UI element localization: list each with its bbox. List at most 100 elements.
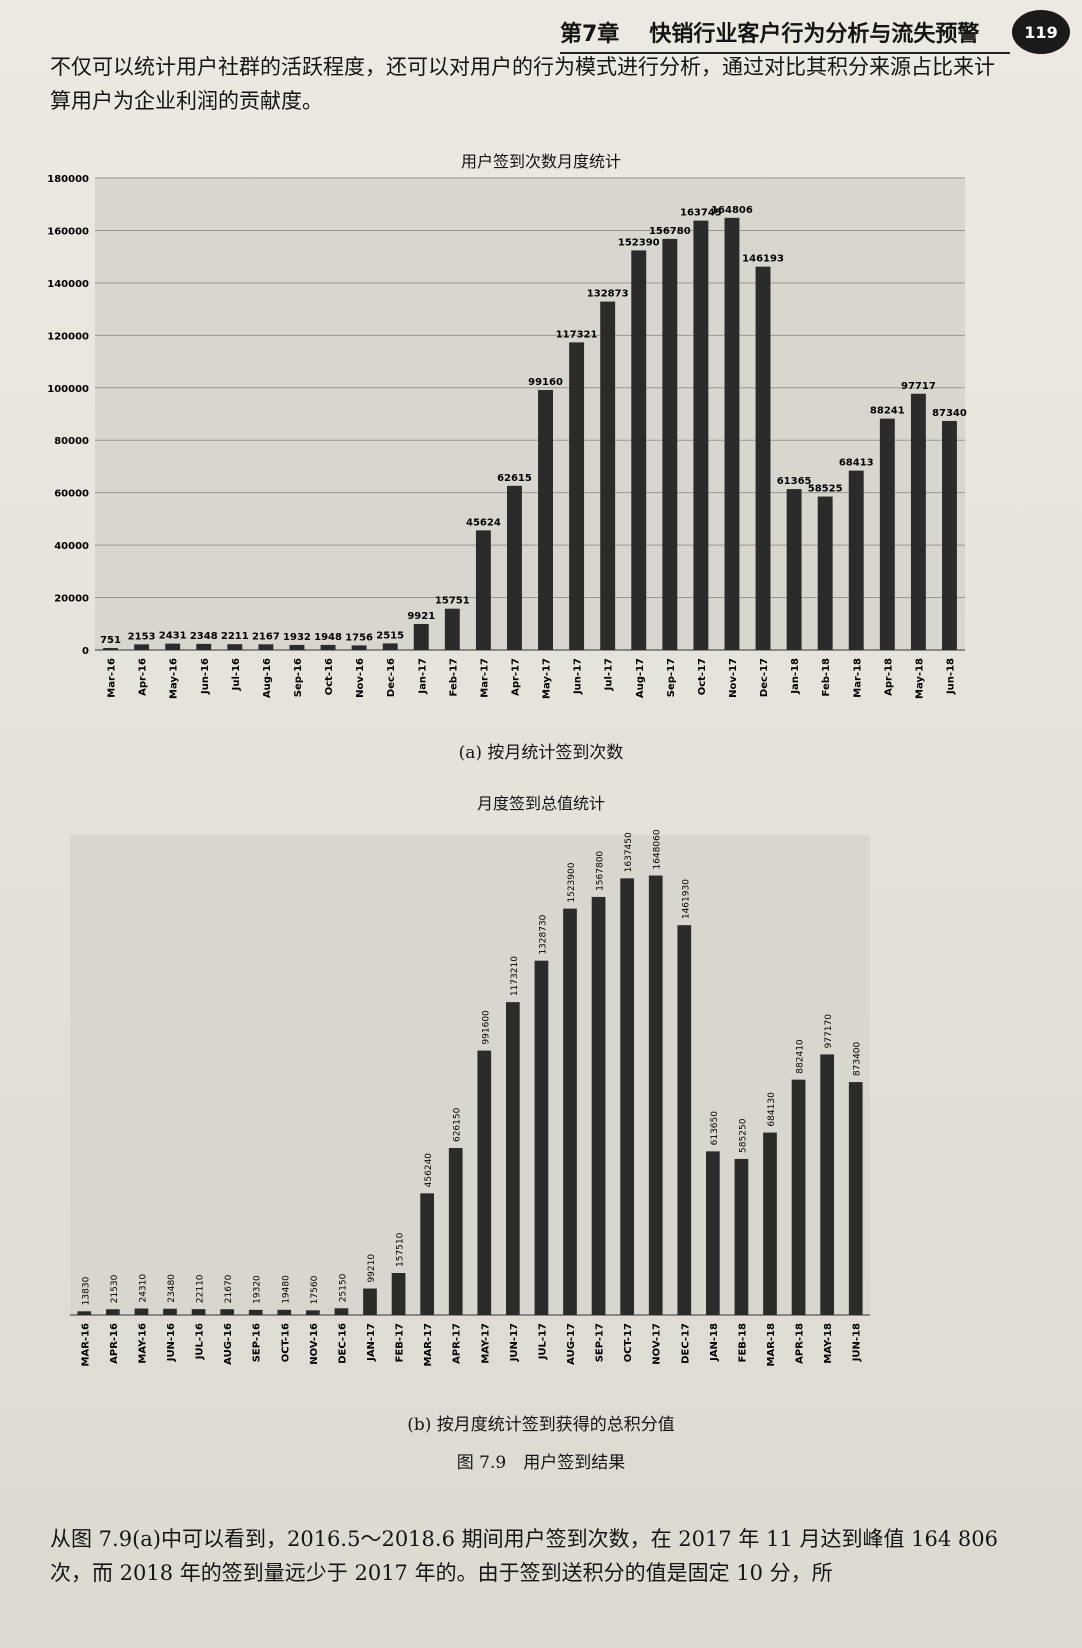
x-tick-label: Oct-16 [324, 658, 335, 695]
x-tick-label: JAN-17 [366, 1323, 377, 1362]
paragraph-top: 不仅可以统计用户社群的活跃程度，还可以对用户的行为模式进行分析，通过对比其积分来… [50, 55, 995, 113]
y-tick-label: 0 [82, 646, 89, 657]
data-label: 2153 [128, 631, 156, 642]
data-label: 23480 [167, 1274, 177, 1303]
data-label: 873400 [853, 1041, 863, 1076]
x-tick-label: Jun-18 [945, 658, 956, 695]
y-tick-label: 40000 [54, 541, 89, 552]
bar [420, 1193, 434, 1315]
bar [563, 908, 577, 1315]
x-tick-label: DEC-17 [680, 1323, 691, 1364]
data-label: 21670 [224, 1274, 234, 1303]
x-tick-label: OCT-17 [623, 1323, 634, 1362]
x-tick-label: Sep-17 [666, 658, 677, 697]
data-label: 152390 [618, 237, 660, 248]
bar [534, 960, 549, 1315]
chart-b: 13830 MAR-16 21530 APR-16 24310 MAY-16 23480 JU… [70, 829, 870, 1366]
data-label: 751 [100, 635, 121, 646]
bar [334, 1308, 349, 1315]
data-label: 2431 [159, 631, 187, 642]
x-tick-label: Nov-17 [728, 658, 739, 698]
x-tick-label: May-17 [542, 658, 553, 699]
bar [391, 1272, 406, 1315]
x-tick-label: JUN-17 [509, 1323, 520, 1362]
chart-b-title: 月度签到总值统计 [476, 794, 605, 813]
x-tick-label: Apr-16 [138, 658, 149, 696]
x-tick-label: APR-16 [109, 1323, 120, 1364]
x-tick-label: Jul-17 [604, 658, 615, 691]
data-label: 2515 [376, 630, 404, 641]
data-label: 22110 [196, 1274, 206, 1303]
y-tick-label: 60000 [54, 489, 89, 500]
x-tick-label: AUG-16 [223, 1323, 234, 1365]
x-tick-label: NOV-16 [309, 1323, 320, 1365]
x-tick-label: JAN-18 [709, 1323, 720, 1362]
data-label: 58525 [808, 484, 843, 495]
data-label: 24310 [138, 1274, 148, 1303]
bar [631, 250, 647, 650]
data-label: 1932 [283, 632, 311, 643]
data-label: 1567800 [596, 851, 606, 891]
x-tick-label: MAR-18 [766, 1323, 777, 1366]
bar [506, 1002, 520, 1315]
data-label: 21530 [110, 1274, 120, 1303]
bar [817, 496, 833, 650]
x-tick-label: FEB-18 [737, 1323, 748, 1362]
bar [163, 1308, 177, 1315]
x-tick-label: FEB-17 [395, 1323, 406, 1362]
bar [620, 878, 634, 1315]
data-label: 2211 [221, 631, 249, 642]
x-tick-label: APR-17 [452, 1323, 463, 1364]
bar [134, 1308, 149, 1315]
bar [942, 420, 957, 650]
data-label: 977170 [824, 1014, 834, 1049]
x-tick-label: Mar-17 [479, 658, 490, 698]
bar [475, 530, 491, 650]
data-label: 1523900 [567, 862, 577, 902]
bar [448, 1148, 463, 1315]
x-tick-label: MAR-17 [423, 1323, 434, 1366]
x-tick-label: JUL-16 [195, 1323, 206, 1360]
data-label: 45624 [466, 517, 501, 528]
x-tick-label: Dec-17 [759, 658, 770, 697]
bar [165, 643, 181, 650]
bar [77, 1311, 92, 1315]
data-label: 19480 [281, 1275, 291, 1304]
data-label: 991600 [481, 1010, 491, 1045]
bar [763, 1132, 777, 1315]
x-tick-label: APR-18 [795, 1323, 806, 1364]
bar [662, 238, 678, 650]
data-label: 88241 [870, 406, 905, 417]
data-label: 882410 [796, 1039, 806, 1074]
bar [848, 1082, 863, 1315]
chart-b-caption: (b) 按月度统计签到获得的总积分值 [407, 1415, 675, 1435]
x-tick-label: May-18 [914, 658, 925, 699]
bar [734, 1158, 749, 1315]
data-label: 1648060 [653, 829, 663, 869]
y-tick-label: 120000 [47, 331, 89, 342]
x-tick-label: SEP-16 [252, 1323, 263, 1362]
y-tick-label: 80000 [54, 436, 89, 447]
x-tick-label: MAY-18 [823, 1323, 834, 1364]
chapter-title: 快销行业客户行为分析与流失预警 [649, 22, 980, 47]
figure-caption: 图 7.9 用户签到结果 [456, 1453, 626, 1473]
x-tick-label: Jun-17 [573, 658, 584, 695]
data-label: 61365 [777, 476, 812, 487]
bar [724, 217, 740, 650]
bar [413, 623, 429, 650]
bar [600, 301, 616, 650]
data-label: 99160 [528, 377, 563, 388]
data-label: 19320 [253, 1275, 263, 1304]
data-label: 626150 [453, 1107, 463, 1142]
data-label: 2167 [252, 631, 280, 642]
bar [538, 389, 553, 650]
y-tick-label: 160000 [47, 226, 89, 237]
bar [591, 896, 606, 1315]
chart-a-title: 用户签到次数月度统计 [460, 152, 621, 171]
x-tick-label: AUG-17 [566, 1323, 577, 1365]
data-label: 613650 [710, 1111, 720, 1146]
paragraph-bottom: 从图 7.9(a)中可以看到，2016.5～2018.6 期间用户签到次数，在 … [50, 1527, 998, 1585]
data-label: 99210 [367, 1254, 377, 1283]
x-tick-label: NOV-17 [652, 1323, 663, 1365]
